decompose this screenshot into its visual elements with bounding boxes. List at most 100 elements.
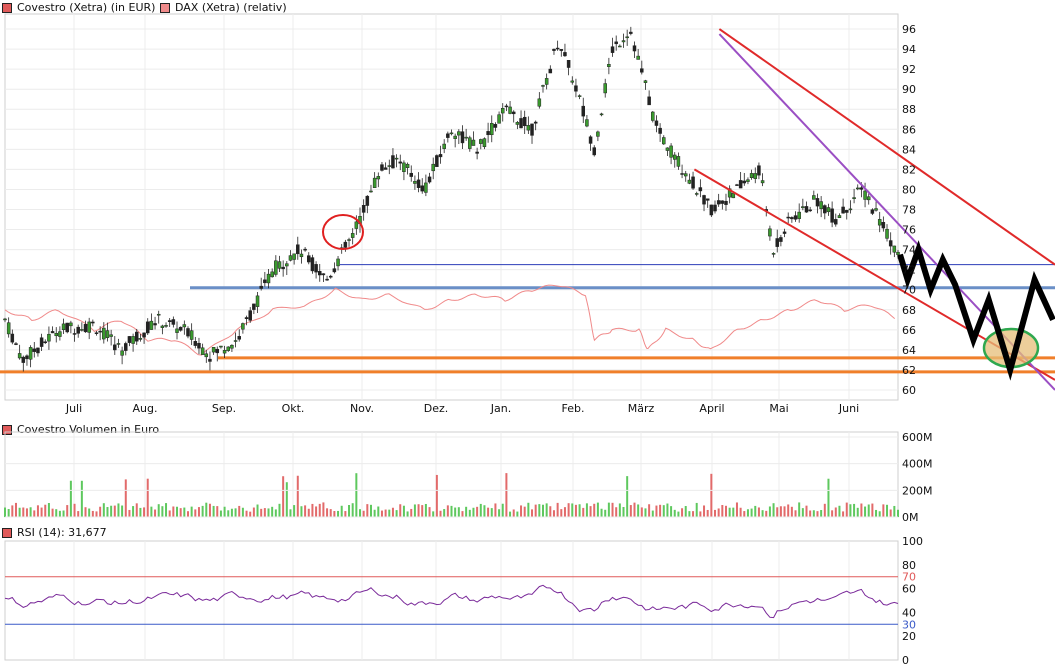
candle-body <box>61 323 66 330</box>
volume-bar <box>223 506 226 517</box>
candle-body <box>98 330 102 333</box>
candle-body <box>39 337 44 347</box>
volume-bar <box>754 505 757 517</box>
candle-body <box>292 253 296 260</box>
volume-bar <box>51 508 54 517</box>
candle-body <box>771 253 776 255</box>
candle-body <box>435 155 439 167</box>
candle-body <box>647 96 651 106</box>
candle-body <box>109 334 113 337</box>
panel-frame <box>4 431 899 518</box>
volume-bar <box>560 509 563 517</box>
candle-body <box>566 60 571 68</box>
rsi-tick-label: 0 <box>902 654 909 667</box>
volume-bar <box>25 508 28 517</box>
volume-bar <box>260 508 263 517</box>
y-tick-label: 80 <box>902 183 916 196</box>
volume-bar <box>640 507 643 517</box>
candle-body <box>91 321 95 324</box>
volume-bar <box>154 509 157 517</box>
candle-body <box>160 325 165 328</box>
candle-body <box>812 195 816 200</box>
volume-bar <box>135 503 138 517</box>
candle-body <box>841 206 845 214</box>
y-tick-label: 76 <box>902 224 916 237</box>
legend-swatch-dax <box>160 2 170 13</box>
volume-bar <box>886 504 889 517</box>
volume-bar <box>593 503 596 517</box>
volume-bar <box>801 508 804 517</box>
candle-body <box>281 266 285 270</box>
candle-body <box>438 154 443 158</box>
volume-bar <box>128 509 131 517</box>
volume-bar <box>520 505 523 517</box>
volume-bar <box>271 506 274 517</box>
volume-bar <box>512 509 515 517</box>
candle-body <box>17 353 22 359</box>
volume-bar <box>234 508 237 517</box>
candle-body <box>189 330 194 340</box>
candle-body <box>47 333 51 342</box>
candle-body <box>446 133 450 138</box>
candle-body <box>881 222 886 229</box>
volume-bar <box>845 502 848 517</box>
candle-body <box>321 273 326 276</box>
volume-bar <box>443 509 446 517</box>
volume-bar <box>611 502 614 517</box>
candle-body <box>288 255 293 261</box>
candle-body <box>610 46 615 53</box>
candle-body <box>687 179 692 184</box>
candle-body <box>855 187 860 190</box>
candle-body <box>50 331 55 334</box>
legend-compare: DAX (Xetra) (relativ) <box>160 1 287 14</box>
candle-body <box>453 135 457 139</box>
volume-bar <box>695 502 698 517</box>
x-tick-label: Dez. <box>424 402 449 415</box>
volume-bar <box>326 508 329 517</box>
candle-body <box>296 244 300 255</box>
volume-bar <box>304 505 307 517</box>
volume-bar <box>757 507 760 517</box>
candle-body <box>102 327 106 340</box>
volume-bar <box>47 503 50 517</box>
candle-body <box>317 271 322 276</box>
candle-body <box>307 255 311 263</box>
candle-body <box>80 329 84 331</box>
candle-body <box>603 83 607 94</box>
y-tick-label: 94 <box>902 43 916 56</box>
candle-body <box>683 173 688 177</box>
candle-body <box>299 253 304 258</box>
candle-body <box>237 336 241 340</box>
candle-body <box>405 163 410 168</box>
candle-body <box>555 47 560 50</box>
candle-body <box>14 343 18 345</box>
candle-body <box>120 350 124 356</box>
volume-bar <box>84 507 87 517</box>
volume-bar <box>582 507 585 517</box>
legend-volume: Covestro Volumen in Euro <box>2 423 159 436</box>
volume-bar <box>417 504 420 517</box>
candle-body <box>749 173 754 178</box>
volume-bar <box>7 509 10 517</box>
candle-body <box>848 208 853 211</box>
candle-body <box>768 228 772 237</box>
candle-body <box>233 340 238 342</box>
candle-body <box>127 336 132 343</box>
volume-bar <box>637 504 640 517</box>
volume-bar <box>735 502 738 517</box>
volume-bar <box>230 508 233 517</box>
candle-body <box>533 121 538 124</box>
candle-body <box>3 318 7 321</box>
volume-bar <box>329 509 332 517</box>
volume-bar <box>809 510 812 517</box>
volume-bar <box>816 511 819 517</box>
volume-bar <box>776 507 779 517</box>
candle-body <box>116 343 121 345</box>
candle-body <box>658 127 662 134</box>
candle-body <box>153 323 157 326</box>
candle-body <box>877 219 882 226</box>
candle-body <box>870 209 875 214</box>
candle-body <box>208 358 212 362</box>
volume-tick-label: 0M <box>902 511 919 524</box>
candle-body <box>852 197 856 199</box>
